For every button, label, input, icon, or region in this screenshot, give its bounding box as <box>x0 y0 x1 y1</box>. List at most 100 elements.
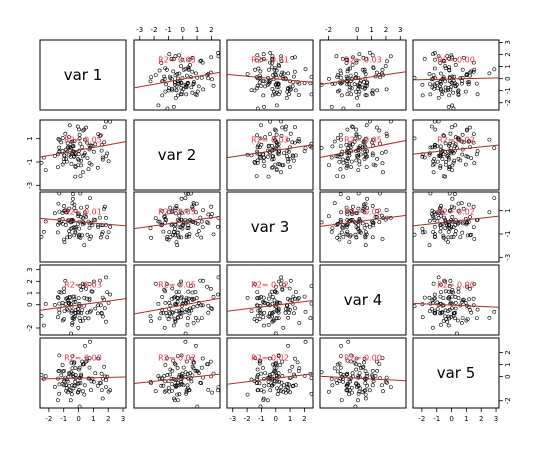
data-point <box>43 168 48 173</box>
data-point <box>62 156 66 161</box>
data-point <box>188 63 193 67</box>
variable-label: var 2 <box>158 146 197 164</box>
data-point <box>277 279 282 284</box>
data-point <box>174 290 179 295</box>
data-point <box>432 119 437 124</box>
data-point <box>255 158 260 163</box>
data-point <box>82 221 87 226</box>
data-point <box>420 230 425 235</box>
data-point <box>360 221 365 226</box>
data-point <box>357 84 362 89</box>
data-point <box>270 54 275 59</box>
data-point <box>174 88 179 93</box>
data-point <box>447 284 452 289</box>
data-point <box>280 287 285 292</box>
data-point <box>436 215 441 220</box>
panel-frame <box>319 337 407 409</box>
r2-label: R2= 0.05 <box>158 280 196 289</box>
data-point <box>178 209 183 214</box>
data-point <box>183 370 188 375</box>
data-point <box>309 391 314 396</box>
tick-label: 3 <box>398 26 402 34</box>
data-point <box>190 373 195 378</box>
panel-2-4: R2= 0.05 <box>319 119 407 191</box>
regression-line <box>133 216 221 230</box>
data-point <box>87 221 92 226</box>
data-point <box>255 133 259 138</box>
data-point <box>276 316 281 321</box>
data-point <box>446 157 451 162</box>
data-point <box>279 54 284 59</box>
regression-line <box>412 215 500 227</box>
data-point <box>365 149 370 154</box>
data-point <box>344 225 349 230</box>
data-point <box>53 385 57 389</box>
data-point <box>57 290 62 294</box>
panel-frame <box>133 191 221 263</box>
data-point <box>377 73 382 77</box>
data-point <box>357 89 362 94</box>
data-point <box>261 389 266 394</box>
data-point <box>104 319 108 324</box>
data-point <box>363 396 368 401</box>
r2-label: R2= 0.01 <box>251 55 289 64</box>
data-point <box>353 232 358 237</box>
data-point <box>443 79 448 84</box>
data-point <box>290 301 295 306</box>
tick-label: -2 <box>325 26 332 34</box>
data-point <box>39 160 44 165</box>
data-point <box>275 386 280 391</box>
data-point <box>371 162 376 167</box>
data-point <box>206 76 211 81</box>
data-point <box>297 366 302 371</box>
data-point <box>165 106 170 111</box>
data-point <box>278 170 283 175</box>
panel-frame <box>133 119 221 191</box>
data-point <box>430 85 435 90</box>
data-point <box>270 371 275 376</box>
data-point <box>252 159 257 164</box>
regression-line <box>39 298 127 311</box>
data-point <box>105 374 110 379</box>
data-point <box>69 392 74 397</box>
data-point <box>177 309 182 314</box>
data-point <box>185 192 190 197</box>
data-point <box>80 359 85 364</box>
data-point <box>290 55 295 60</box>
data-point <box>453 57 458 62</box>
data-point <box>354 356 359 361</box>
data-point <box>99 148 104 153</box>
data-point <box>427 295 432 300</box>
data-point <box>468 145 473 150</box>
data-point <box>173 96 178 100</box>
data-point <box>270 61 274 65</box>
tick-label: 0 <box>26 302 34 306</box>
data-point <box>254 174 259 179</box>
data-point <box>383 149 388 154</box>
data-point <box>326 214 331 219</box>
data-point <box>456 286 461 291</box>
data-point <box>104 275 108 280</box>
data-point <box>363 369 368 373</box>
data-point <box>199 365 204 370</box>
panel-frame <box>39 191 127 263</box>
data-point <box>463 300 468 305</box>
data-point <box>59 140 64 145</box>
data-point <box>206 362 211 367</box>
data-point <box>206 221 211 226</box>
data-point <box>492 146 497 151</box>
data-point <box>303 339 308 344</box>
data-point <box>191 82 196 87</box>
data-point <box>332 201 337 206</box>
data-point <box>196 371 201 376</box>
data-point <box>43 301 48 306</box>
data-point <box>170 368 175 373</box>
data-point <box>286 149 291 154</box>
data-point <box>440 310 444 315</box>
r2-label: R2= 0.00 <box>344 353 382 362</box>
data-point <box>284 96 289 100</box>
data-point <box>261 79 265 84</box>
data-point <box>354 362 358 367</box>
data-point <box>469 156 474 161</box>
data-point <box>168 74 172 79</box>
